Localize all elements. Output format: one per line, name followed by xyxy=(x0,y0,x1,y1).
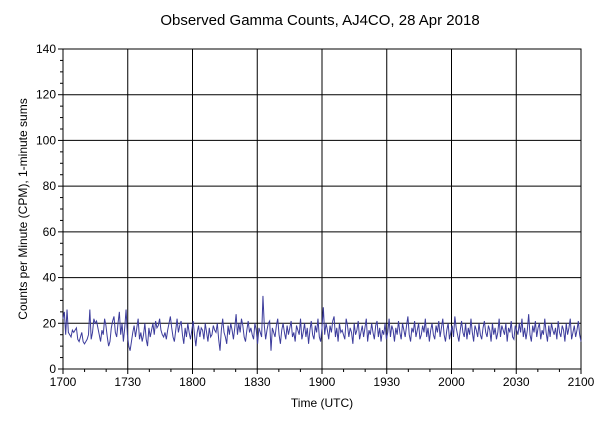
x-tick-label: 1830 xyxy=(244,375,271,389)
x-tick-label: 1730 xyxy=(114,375,141,389)
y-tick-label: 40 xyxy=(43,271,57,285)
y-tick-label: 100 xyxy=(36,133,56,147)
y-tick-label: 20 xyxy=(43,316,57,330)
x-tick-label: 1700 xyxy=(50,375,77,389)
y-axis-label: Counts per Minute (CPM), 1-minute sums xyxy=(16,98,30,319)
y-tick-label: 0 xyxy=(49,362,56,376)
series-line xyxy=(62,295,582,351)
chart-title: Observed Gamma Counts, AJ4CO, 28 Apr 201… xyxy=(160,12,479,29)
x-tick-label: 2100 xyxy=(568,375,595,389)
grid-lines xyxy=(63,49,581,369)
x-tick-label: 1930 xyxy=(373,375,400,389)
x-tick-label: 1800 xyxy=(179,375,206,389)
x-tick-label: 1900 xyxy=(309,375,336,389)
axis-ticks: 1700 1730 1800 1830 1900 1930 2000 2030 2100 0 20 4… xyxy=(36,42,595,389)
y-tick-label: 60 xyxy=(43,225,57,239)
x-tick-label: 2030 xyxy=(503,375,530,389)
x-tick-label: 2000 xyxy=(438,375,465,389)
y-tick-label: 140 xyxy=(36,42,56,56)
y-tick-label: 120 xyxy=(36,88,56,102)
series-layer xyxy=(62,295,582,351)
x-axis-label: Time (UTC) xyxy=(291,396,353,410)
y-tick-label: 80 xyxy=(43,179,57,193)
